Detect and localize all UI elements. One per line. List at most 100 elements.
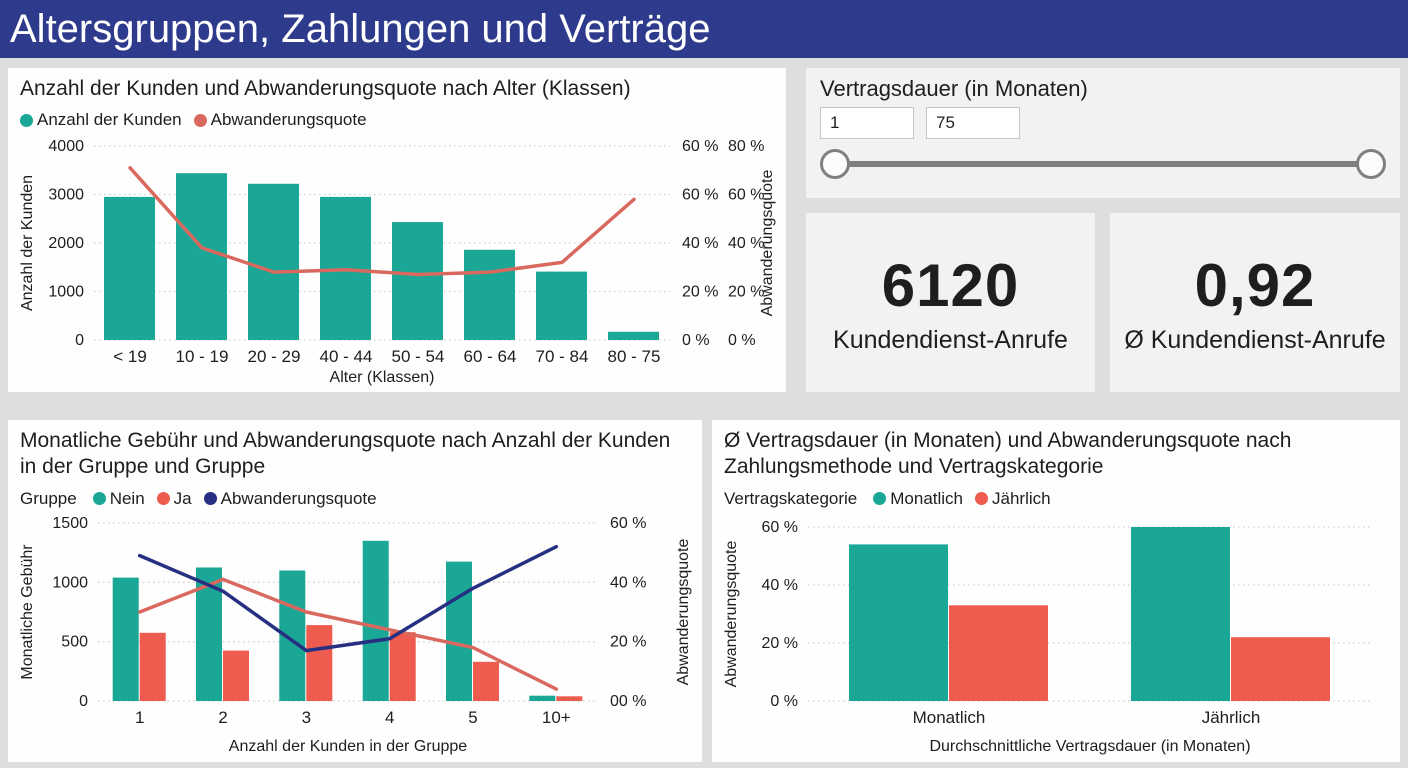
legend-dot-icon	[873, 492, 887, 505]
bar-Monatlich[interactable]	[1131, 526, 1230, 701]
x-axis-title: Anzahl der Kunden in der Gruppe	[229, 738, 467, 755]
legend-item[interactable]: Abwanderungsquote	[203, 489, 377, 509]
x-tick-label: < 19	[113, 347, 147, 366]
legend-title: Gruppe	[20, 488, 77, 508]
slider-handle-min[interactable]	[820, 149, 850, 179]
x-tick-label: Monatlich	[913, 708, 986, 727]
group-chart-title: Monatliche Gebühr und Abwanderungsquote …	[20, 429, 671, 479]
bar-Ja[interactable]	[306, 624, 333, 701]
y-tick-label: 3000	[48, 187, 84, 204]
y-tick-label: 20 %	[762, 635, 798, 652]
group-combo-chart[interactable]: 0 00 % 500 20 % 1000 40 % 1500 60 % 1 2 3 4 5 10+ Anza…	[16, 511, 694, 757]
y-tick-label: 2000	[48, 235, 84, 252]
slicer-inputs	[820, 107, 1020, 139]
legend-dot-icon	[92, 492, 106, 505]
age-chart-legend: Anzahl der Kunden Abwanderungsquote	[16, 102, 778, 132]
payment-bar-chart[interactable]: 0 % 20 % 40 % 60 % Monatlich Jährlich Durchsch…	[720, 511, 1392, 757]
y-tick-label: 60 %	[762, 519, 798, 536]
age-combo-chart[interactable]: 0 0 % 0 % 1000 20 % 20 % 2000 40 % 40 % 3000 60 % 6…	[16, 132, 778, 388]
bar-Anzahl der Kunden[interactable]	[392, 222, 443, 341]
slider-handle-max[interactable]	[1356, 149, 1386, 179]
page-title: Altersgruppen, Zahlungen und Verträge	[10, 7, 711, 51]
bar-Monatlich[interactable]	[849, 543, 948, 701]
group-chart-panel: Monatliche Gebühr und Abwanderungsquote …	[8, 420, 702, 762]
bar-Nein[interactable]	[362, 540, 389, 701]
bar-Ja[interactable]	[223, 650, 249, 701]
legend-dot-icon	[975, 492, 989, 505]
x-tick-label: 10+	[542, 708, 571, 727]
slider-track[interactable]	[835, 161, 1371, 167]
bar-Anzahl der Kunden[interactable]	[176, 173, 227, 341]
x-tick-label: 2	[218, 708, 227, 727]
legend-dot-icon	[156, 492, 170, 505]
kpi-card-avg-calls[interactable]: 0,92 Ø Kundendienst-Anrufe	[1110, 213, 1400, 392]
legend-dot-icon	[203, 492, 217, 505]
y2-tick-label: 40 %	[610, 574, 646, 591]
x-tick-label: Jährlich	[1202, 708, 1261, 727]
y2-tick-label: 80 %	[728, 138, 764, 155]
bar-Ja[interactable]	[389, 631, 416, 701]
x-axis-title: Alter (Klassen)	[330, 369, 435, 386]
legend-item[interactable]: Anzahl der Kunden	[20, 110, 182, 130]
bar-Ja[interactable]	[556, 695, 583, 701]
x-axis-title: Durchschnittliche Vertragsdauer (in Mona…	[929, 738, 1250, 755]
x-tick-label: 1	[135, 708, 144, 727]
payment-chart-title: Ø Vertragsdauer (in Monaten) und Abwande…	[724, 429, 1292, 479]
y-axis-title: Anzahl der Kunden	[19, 175, 36, 311]
legend-item[interactable]: Abwanderungsquote	[193, 110, 367, 130]
y-tick-label: 1000	[48, 284, 84, 301]
y2-axis-title: Abwanderungsquote	[675, 538, 692, 685]
age-chart-panel: Anzahl der Kunden und Abwanderungsquote …	[8, 68, 786, 392]
kpi-value: 0,92	[1194, 251, 1316, 319]
bar-Ja[interactable]	[139, 632, 166, 701]
x-tick-label: 10 - 19	[176, 347, 229, 366]
bar-Anzahl der Kunden[interactable]	[464, 250, 515, 341]
y2-tick-label: 20 %	[610, 633, 646, 650]
y2-tick-label: 0 %	[682, 332, 710, 349]
group-chart-legend: Gruppe Nein Ja Abwanderungsquote	[16, 481, 694, 511]
legend-item[interactable]: Nein	[92, 489, 145, 509]
bar-Nein[interactable]	[529, 695, 556, 701]
bar-Anzahl der Kunden[interactable]	[536, 271, 587, 341]
kpi-label: Kundendienst-Anrufe	[833, 325, 1068, 354]
kpi-value: 6120	[881, 251, 1020, 319]
y2-tick-label: 60 %	[682, 138, 718, 155]
x-tick-label: 5	[468, 708, 477, 727]
bar-Ja[interactable]	[473, 661, 499, 701]
y2-tick-label: 0 %	[728, 332, 756, 349]
bar-Anzahl der Kunden[interactable]	[608, 332, 659, 341]
bar-Jährlich[interactable]	[949, 604, 1048, 701]
bar-Nein[interactable]	[112, 577, 139, 701]
x-tick-label: 20 - 29	[248, 347, 301, 366]
y-tick-label: 4000	[48, 138, 84, 155]
y-axis-title: Monatliche Gebühr	[19, 543, 36, 679]
y2-tick-label: 40 %	[728, 235, 764, 252]
legend-item[interactable]: Jährlich	[975, 489, 1051, 509]
slicer-min-input[interactable]	[820, 107, 914, 139]
range-slider[interactable]	[820, 146, 1386, 182]
legend-item[interactable]: Monatlich	[873, 489, 963, 509]
bar-Anzahl der Kunden[interactable]	[104, 197, 155, 341]
payment-chart-panel: Ø Vertragsdauer (in Monaten) und Abwande…	[712, 420, 1400, 762]
age-chart-title: Anzahl der Kunden und Abwanderungsquote …	[20, 77, 631, 100]
y2-tick-label: 20 %	[682, 284, 718, 301]
kpi-card-calls[interactable]: 6120 Kundendienst-Anrufe	[806, 213, 1095, 392]
y-tick-label: 1500	[52, 515, 88, 532]
y2-tick-label: 60 %	[682, 187, 718, 204]
y-tick-label: 500	[61, 633, 88, 650]
bar-Anzahl der Kunden[interactable]	[248, 184, 299, 341]
y2-tick-label: 60 %	[610, 515, 646, 532]
line-Abwanderungsquote	[137, 544, 559, 652]
y2-tick-label: 20 %	[728, 284, 764, 301]
y-tick-label: 1000	[52, 574, 88, 591]
y-tick-label: 0	[79, 693, 88, 710]
dashboard-header: Altersgruppen, Zahlungen und Verträge	[0, 0, 1408, 58]
bar-Jährlich[interactable]	[1231, 636, 1330, 701]
bar-Nein[interactable]	[446, 561, 472, 701]
slicer-title: Vertragsdauer (in Monaten)	[820, 76, 1088, 101]
slicer-max-input[interactable]	[926, 107, 1020, 139]
contract-duration-slicer-panel: Vertragsdauer (in Monaten)	[806, 68, 1400, 198]
legend-item[interactable]: Ja	[156, 489, 192, 509]
legend-dot-icon	[193, 113, 207, 127]
x-tick-label: 70 - 84	[536, 347, 589, 366]
